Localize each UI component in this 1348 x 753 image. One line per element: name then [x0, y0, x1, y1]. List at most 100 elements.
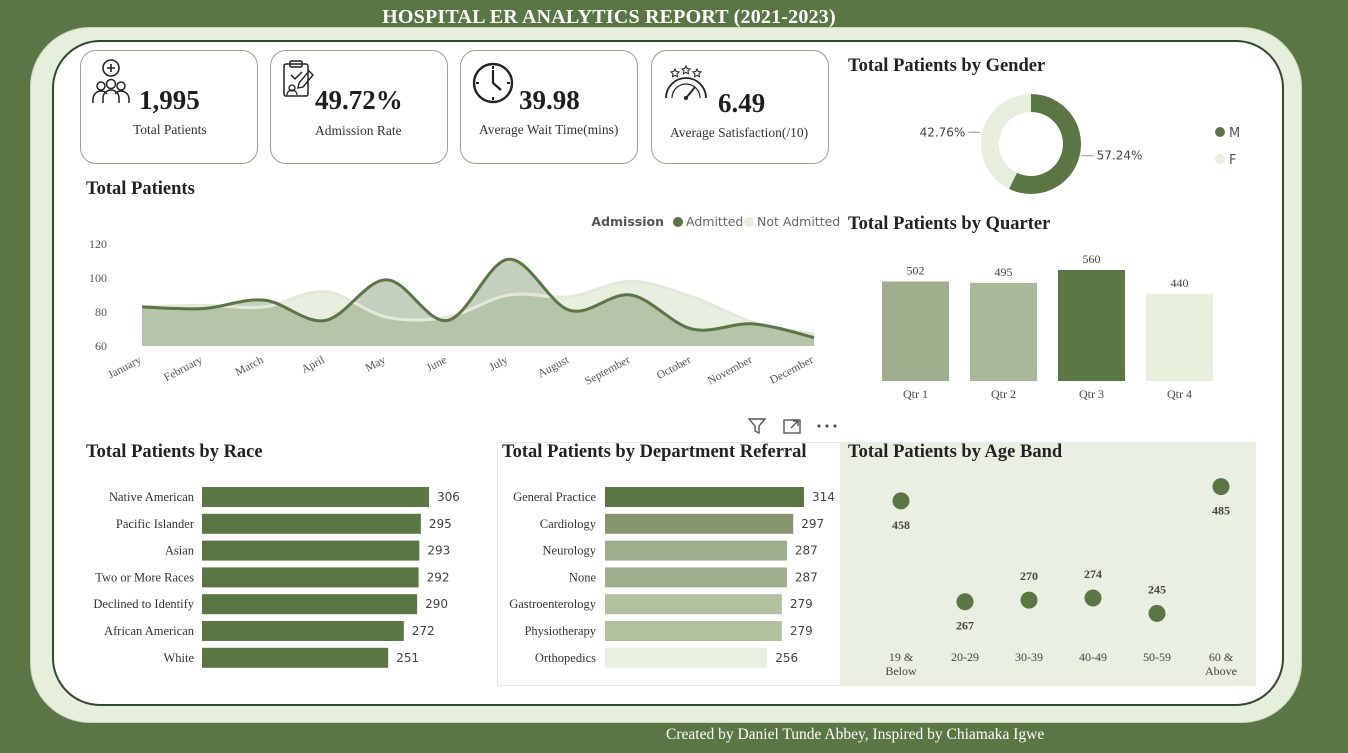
- quarter-bar: [1146, 293, 1213, 381]
- age-point: [1212, 478, 1230, 496]
- monthly-area-chart[interactable]: Admission Admitted Not Admitted 60 80 100 120 J…: [80, 206, 840, 402]
- x-tick-label: April: [300, 354, 327, 376]
- value-label: 279: [790, 597, 813, 611]
- quarter-tick-label: Qtr 1: [903, 387, 928, 401]
- slice-percent-label: 42.76%: [920, 125, 966, 139]
- y-tick-label: 100: [89, 271, 107, 285]
- category-label: Cardiology: [540, 517, 597, 531]
- legend-label-m: M: [1229, 126, 1240, 141]
- kpi-value: 1,995: [139, 85, 200, 115]
- clock-icon: [472, 62, 514, 104]
- age-tick-label: 40-49: [1079, 650, 1107, 664]
- x-tick-label: March: [233, 354, 265, 379]
- age-value-label: 267: [956, 619, 974, 633]
- bar: [605, 647, 768, 668]
- legend-label-f: F: [1229, 153, 1236, 168]
- age-band-scatter-chart[interactable]: 458 19 &Below 267 20-29 270 30-39 274 40-49 245 5…: [840, 466, 1256, 684]
- quarter-bar: [882, 281, 949, 381]
- x-tick-label: July: [487, 354, 510, 374]
- kpi-value: 39.98: [519, 85, 580, 115]
- legend-label-admitted: Admitted: [686, 214, 743, 229]
- focus-mode-icon[interactable]: [782, 416, 802, 436]
- value-label: 314: [812, 490, 835, 504]
- kpi-value: 6.49: [718, 88, 766, 118]
- bar: [605, 513, 794, 534]
- value-label: 306: [437, 490, 460, 504]
- quarter-bar: [1058, 270, 1125, 381]
- age-point: [1148, 604, 1166, 622]
- kpi-card-total-patients[interactable]: 1,995 Total Patients: [80, 50, 258, 164]
- bar: [605, 487, 804, 507]
- credit-text: Created by Daniel Tunde Abbey, Inspired …: [666, 726, 1045, 743]
- quarter-bar: [970, 282, 1037, 381]
- category-label: Declined to Identify: [93, 597, 194, 611]
- kpi-card-average-wait-time[interactable]: 39.98 Average Wait Time(mins): [460, 50, 638, 164]
- legend-marker-m: [1215, 127, 1225, 137]
- quarter-value-label: 440: [1171, 276, 1189, 290]
- value-label: 297: [801, 517, 824, 531]
- bar: [605, 540, 787, 561]
- category-label: None: [569, 570, 597, 584]
- age-value-label: 274: [1084, 567, 1102, 581]
- monthly-chart-title: Total Patients: [86, 179, 195, 199]
- bar: [202, 567, 419, 588]
- legend-title: Admission: [591, 214, 664, 229]
- x-tick-label: November: [706, 354, 755, 387]
- category-label: African American: [104, 624, 195, 638]
- bar: [605, 621, 782, 641]
- x-tick-label: January: [106, 354, 143, 382]
- gender-donut-chart[interactable]: 57.24% 42.76% MF: [848, 82, 1248, 202]
- area-not-admitted: [142, 281, 814, 346]
- category-label: Two or More Races: [95, 570, 194, 584]
- age-band-panel: [840, 442, 1256, 686]
- line-not-admitted: [141, 279, 815, 336]
- age-tick-label: 60 &: [1209, 650, 1234, 664]
- quarter-value-label: 502: [907, 263, 925, 277]
- slice-percent-label: 57.24%: [1097, 149, 1143, 163]
- legend-label-not-admitted: Not Admitted: [757, 214, 840, 229]
- kpi-label: Admission Rate: [315, 123, 402, 138]
- department-panel: [497, 442, 842, 686]
- bar: [202, 487, 429, 507]
- bar: [202, 621, 404, 641]
- value-label: 279: [790, 624, 813, 638]
- age-value-label: 458: [892, 518, 910, 532]
- quarter-value-label: 560: [1083, 252, 1101, 266]
- donut-slice-m: [1009, 94, 1081, 194]
- x-tick-label: December: [768, 354, 816, 387]
- category-label: Pacific Islander: [116, 517, 195, 531]
- filter-icon[interactable]: [747, 416, 767, 436]
- age-point: [1020, 591, 1038, 609]
- department-chart-title: Total Patients by Department Referral: [502, 442, 807, 462]
- kpi-label: Average Satisfaction(/10): [670, 125, 809, 140]
- department-bar-chart[interactable]: General Practice 314 Cardiology 297 Neurolog…: [498, 478, 840, 678]
- kpi-label: Average Wait Time(mins): [479, 122, 619, 137]
- kpi-card-admission-rate[interactable]: 49.72% Admission Rate: [270, 50, 448, 164]
- age-tick-label: 19 &: [889, 650, 914, 664]
- quarter-value-label: 495: [995, 265, 1013, 279]
- bar: [202, 594, 418, 615]
- kpi-label: Total Patients: [133, 122, 207, 137]
- more-options-icon[interactable]: [816, 416, 838, 436]
- legend-marker-not-admitted: [744, 217, 754, 227]
- monthly-legend: Admission Admitted Not Admitted: [591, 214, 840, 229]
- x-tick-label: February: [162, 354, 205, 384]
- quarter-bar-chart[interactable]: 502 Qtr 1 495 Qtr 2 560 Qtr 3 440 Qtr 4: [848, 240, 1248, 410]
- category-label: Neurology: [543, 544, 597, 558]
- value-label: 287: [795, 570, 818, 584]
- quarter-tick-label: Qtr 3: [1079, 387, 1104, 401]
- x-tick-label: May: [364, 354, 388, 375]
- legend-marker-f: [1215, 154, 1225, 164]
- kpi-card-average-satisfaction[interactable]: 6.49 Average Satisfaction(/10): [651, 50, 829, 164]
- age-point: [892, 492, 910, 510]
- bar: [202, 647, 389, 668]
- x-tick-label: August: [536, 354, 572, 381]
- age-point: [1084, 589, 1102, 607]
- gauge-icon: [665, 65, 707, 100]
- patients-icon: [92, 59, 130, 103]
- quarter-tick-label: Qtr 2: [991, 387, 1016, 401]
- race-bar-chart[interactable]: Native American 306 Pacific Islander 295 Asi…: [80, 478, 490, 678]
- age-chart-title: Total Patients by Age Band: [848, 442, 1063, 462]
- y-tick-label: 120: [89, 237, 107, 251]
- y-tick-label: 60: [95, 339, 107, 353]
